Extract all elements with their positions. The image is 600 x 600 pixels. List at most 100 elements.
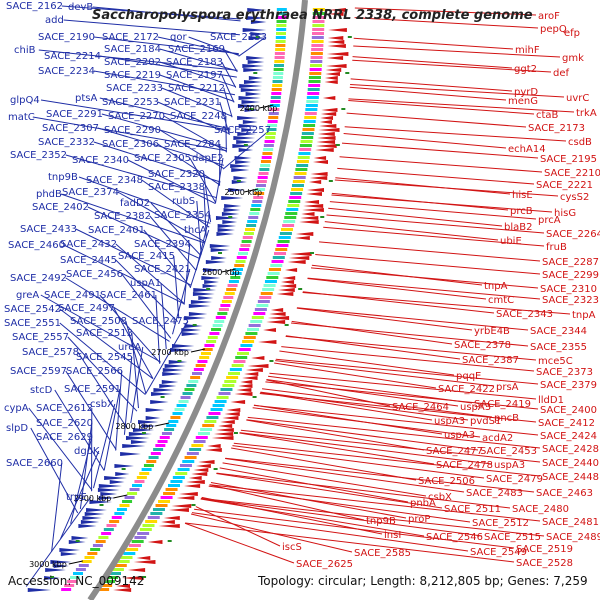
reverse-cds-arrow — [321, 108, 338, 112]
forward-gene-label: SACE_2620 — [36, 418, 93, 429]
forward-gene-label: ptsA — [75, 93, 97, 104]
annotation-tick — [179, 464, 192, 467]
forward-gene-label: SACE_2231 — [164, 97, 221, 108]
annotation-tick — [134, 480, 145, 483]
forward-cds-arrow — [181, 328, 202, 332]
annotation-tick — [256, 180, 267, 183]
forward-cds-arrow — [224, 204, 242, 208]
forward-cds-arrow — [198, 296, 214, 300]
forward-cds-arrow — [59, 548, 81, 552]
forward-label-leader — [51, 462, 63, 552]
annotation-tick — [311, 48, 324, 51]
forward-label-leader — [221, 74, 235, 103]
annotation-tick — [155, 504, 168, 507]
annotation-tick — [299, 144, 312, 147]
annotation-tick — [84, 556, 95, 559]
scale-tick-label: 3000 kbp — [29, 560, 67, 569]
forward-cds-arrow — [237, 116, 259, 120]
forward-label-leader — [59, 308, 154, 380]
reverse-cds-arrow — [328, 28, 347, 32]
reverse-gene-label: ubiE — [500, 236, 522, 247]
forward-label-leader — [159, 61, 237, 88]
reverse-label-leader — [240, 429, 541, 463]
forward-gene-label: SACE_2415 — [118, 251, 175, 262]
reverse-label-leader — [233, 442, 541, 477]
reverse-gene-label: ggt2 — [514, 64, 537, 75]
reverse-label-leader — [246, 419, 479, 451]
forward-cds-arrow — [250, 20, 267, 24]
forward-gene-label: SACE_2233 — [106, 83, 163, 94]
reverse-gene-label: SACE_2299 — [542, 270, 599, 281]
annotation-tick — [292, 180, 305, 183]
annotation-tick — [271, 92, 282, 95]
reverse-label-leader — [346, 112, 527, 128]
forward-label-leader — [214, 157, 224, 204]
forward-cds-arrow — [231, 168, 250, 172]
forward-gene-label: SACE_2190 — [38, 32, 95, 43]
forward-label-leader — [163, 115, 227, 152]
forward-label-leader — [60, 450, 100, 539]
annotation-tick — [278, 236, 291, 239]
reverse-gene-label: SACE_2264 — [546, 229, 600, 240]
annotation-tick — [312, 12, 325, 15]
forward-cds-arrow — [210, 248, 230, 252]
reverse-gene-label: SACE_2173 — [528, 123, 585, 134]
annotation-tick — [81, 560, 92, 563]
reverse-cds-arrow — [280, 280, 295, 284]
forward-gene-label: SACE_2545 — [76, 352, 133, 363]
annotation-tick — [309, 64, 322, 67]
forward-gene-label: SACE_2340 — [72, 155, 129, 166]
reverse-cds-arrow — [161, 520, 175, 524]
annotation-tick — [127, 492, 138, 495]
scale-tick-label: 2700 kbp — [151, 348, 189, 357]
forward-label-leader — [67, 336, 138, 412]
gc-marker — [335, 144, 340, 146]
reverse-cds-arrow — [288, 256, 310, 260]
reverse-cds-arrow — [188, 476, 202, 480]
reverse-label-leader — [323, 226, 545, 247]
forward-gene-label: SACE_2475 — [132, 316, 189, 327]
reverse-cds-arrow — [278, 288, 295, 292]
annotation-tick — [147, 516, 160, 519]
annotation-tick — [212, 404, 225, 407]
forward-label-leader — [183, 243, 191, 305]
annotation-tick — [277, 240, 290, 243]
forward-gene-label: SACE_2578 — [22, 347, 79, 358]
forward-cds-arrow — [230, 164, 251, 168]
forward-cds-arrow — [98, 496, 115, 500]
annotation-tick — [263, 148, 274, 151]
forward-cds-arrow — [221, 196, 244, 200]
forward-cds-arrow — [97, 488, 120, 492]
reverse-gene-label: SACE_2422 — [438, 384, 495, 395]
forward-gene-label: SACE_2374 — [62, 187, 119, 198]
annotation-tick — [308, 80, 321, 83]
gc-marker — [347, 36, 352, 38]
gc-marker — [328, 180, 333, 182]
reverse-gene-label: SACE_2412 — [538, 418, 595, 429]
annotation-tick — [224, 292, 235, 295]
forward-gene-label: SACE_2497 — [58, 303, 115, 314]
reverse-gene-label: insI — [384, 530, 401, 541]
reverse-label-leader — [259, 392, 537, 423]
annotation-tick — [199, 356, 210, 359]
reverse-gene-label: SACE_2195 — [540, 154, 597, 165]
annotation-tick — [296, 164, 309, 167]
annotation-tick — [248, 324, 261, 327]
annotation-tick — [272, 84, 283, 87]
forward-label-leader — [63, 244, 185, 305]
annotation-tick — [90, 548, 101, 551]
reverse-cds-arrow — [270, 308, 284, 312]
gc-marker — [192, 324, 197, 326]
forward-gene-label: slpD — [6, 423, 28, 434]
forward-gene-label: SACE_2394 — [134, 239, 191, 250]
annotation-tick — [267, 120, 278, 123]
reverse-cds-arrow — [312, 160, 328, 164]
forward-label-leader — [75, 228, 192, 286]
reverse-cds-arrow — [327, 44, 346, 48]
reverse-label-leader — [291, 320, 453, 345]
reverse-gene-label: pnbA — [410, 498, 436, 509]
forward-label-leader — [115, 259, 178, 322]
forward-label-leader — [70, 436, 93, 524]
annotation-tick — [268, 112, 279, 115]
reverse-cds-arrow — [300, 216, 319, 220]
